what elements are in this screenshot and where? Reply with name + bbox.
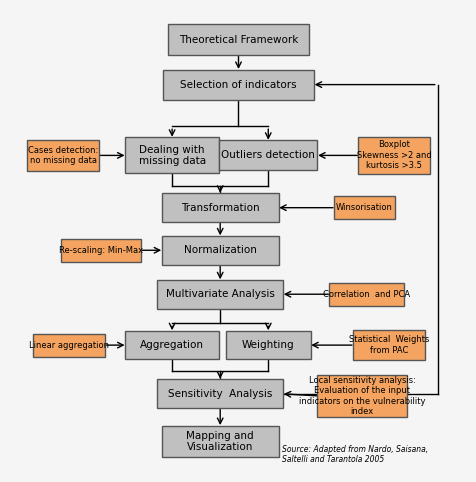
- Text: Boxplot
Skewness >2 and
kurtosis >3.5: Boxplot Skewness >2 and kurtosis >3.5: [356, 140, 431, 170]
- FancyBboxPatch shape: [125, 331, 218, 360]
- Text: Normalization: Normalization: [183, 245, 256, 255]
- Text: Transformation: Transformation: [180, 203, 259, 213]
- FancyBboxPatch shape: [61, 239, 141, 262]
- FancyBboxPatch shape: [157, 379, 283, 408]
- Text: Winsorisation: Winsorisation: [335, 203, 392, 212]
- FancyBboxPatch shape: [167, 24, 309, 55]
- FancyBboxPatch shape: [218, 140, 317, 171]
- Text: Re-scaling: Min-Max: Re-scaling: Min-Max: [59, 246, 143, 255]
- FancyBboxPatch shape: [161, 236, 278, 265]
- FancyBboxPatch shape: [333, 196, 395, 219]
- FancyBboxPatch shape: [328, 282, 404, 306]
- Text: Sensitivity  Analysis: Sensitivity Analysis: [168, 388, 272, 399]
- FancyBboxPatch shape: [352, 330, 424, 360]
- FancyBboxPatch shape: [317, 375, 406, 417]
- Text: Outliers detection: Outliers detection: [221, 150, 315, 161]
- Text: Multivariate Analysis: Multivariate Analysis: [165, 289, 274, 299]
- Text: Cases detection:
no missing data: Cases detection: no missing data: [28, 146, 98, 165]
- Text: Selection of indicators: Selection of indicators: [180, 80, 296, 90]
- Text: Mapping and
Visualization: Mapping and Visualization: [186, 430, 253, 452]
- FancyBboxPatch shape: [163, 69, 313, 100]
- Text: Local sensitivity analysis:
Evaluation of the input
indicators on the vulnerabil: Local sensitivity analysis: Evaluation o…: [298, 376, 425, 416]
- Text: Aggregation: Aggregation: [140, 340, 204, 350]
- FancyBboxPatch shape: [161, 193, 278, 222]
- FancyBboxPatch shape: [157, 280, 283, 308]
- Text: Linear aggregation: Linear aggregation: [29, 341, 109, 349]
- FancyBboxPatch shape: [27, 140, 99, 171]
- FancyBboxPatch shape: [161, 426, 278, 457]
- FancyBboxPatch shape: [357, 137, 429, 174]
- Text: Source: Adapted from Nardo, Saisana,
Saltelli and Tarantola 2005: Source: Adapted from Nardo, Saisana, Sal…: [281, 444, 427, 464]
- FancyBboxPatch shape: [226, 331, 310, 360]
- Text: Dealing with
missing data: Dealing with missing data: [138, 145, 205, 166]
- Text: Correlation  and PCA: Correlation and PCA: [322, 290, 409, 299]
- FancyBboxPatch shape: [33, 334, 105, 357]
- FancyBboxPatch shape: [125, 137, 218, 174]
- Text: Statistical  Weights
from PAC: Statistical Weights from PAC: [348, 335, 428, 355]
- Text: Weighting: Weighting: [241, 340, 294, 350]
- Text: Theoretical Framework: Theoretical Framework: [178, 35, 298, 45]
